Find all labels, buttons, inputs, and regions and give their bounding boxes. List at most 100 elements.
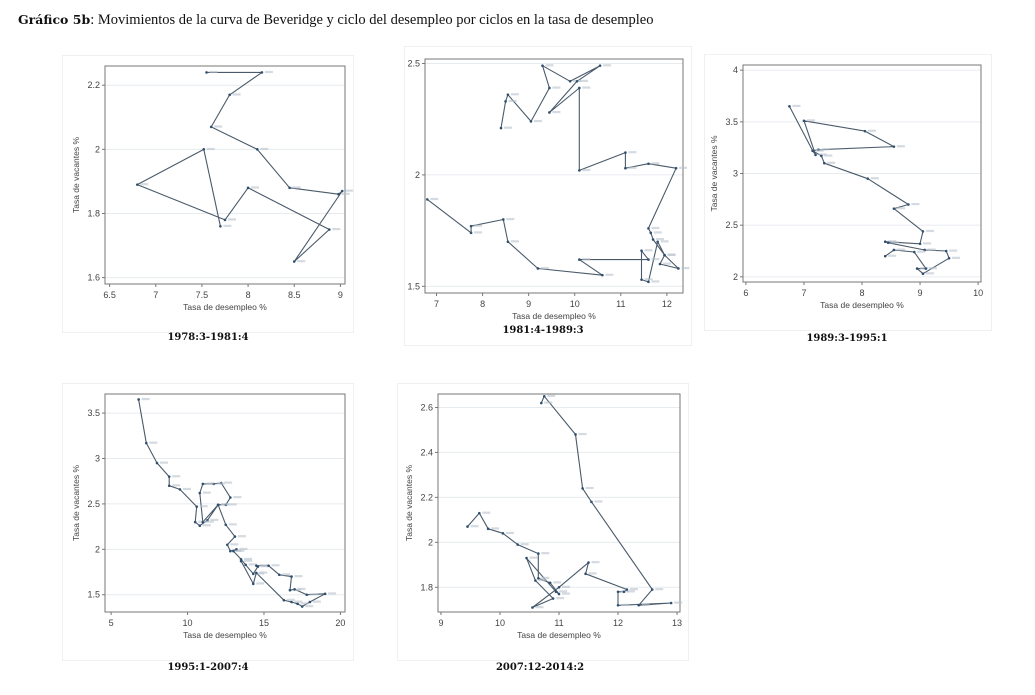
data-point (205, 71, 208, 74)
x-tick-label: 6.5 (103, 290, 116, 300)
data-point (167, 475, 171, 478)
data-point (534, 579, 537, 582)
data-point-label (210, 518, 219, 521)
data-point (647, 258, 650, 261)
y-tick-label: 1.5 (87, 590, 100, 600)
x-axis-title: Tasa de desempleo % (183, 630, 267, 640)
data-point (193, 520, 197, 524)
data-point (136, 183, 139, 186)
data-point (548, 111, 551, 114)
data-point-label (341, 192, 350, 195)
data-point-label (236, 549, 245, 552)
data-point (601, 273, 604, 277)
data-point (296, 602, 299, 606)
data-point (802, 119, 806, 123)
data-point (866, 177, 870, 180)
data-point-label (541, 552, 550, 555)
data-point-label (206, 147, 215, 151)
y-tick-label: 3 (95, 453, 100, 463)
data-point-label (656, 238, 665, 241)
data-point (239, 558, 243, 561)
data-point-label (653, 231, 662, 234)
data-point-label (628, 151, 637, 154)
x-axis-title: Tasa de desempleo % (820, 300, 904, 310)
data-point (502, 218, 505, 221)
data-point (863, 129, 867, 133)
data-point-label (644, 278, 653, 281)
y-tick-label: 2.6 (420, 402, 433, 412)
data-point (598, 64, 602, 67)
data-point-label (216, 482, 225, 485)
data-point-label (282, 573, 291, 576)
data-point-label (827, 161, 836, 164)
data-point-label (140, 183, 149, 186)
data-point (251, 582, 255, 586)
data-point-label (292, 588, 301, 591)
data-point-label (286, 598, 295, 601)
data-point (918, 242, 922, 246)
data-point (529, 120, 533, 123)
data-point-label (547, 394, 556, 397)
data-point (568, 79, 572, 83)
data-point-label (292, 186, 301, 189)
data-point-label (535, 606, 544, 609)
data-point-label (540, 266, 549, 270)
data-point (340, 189, 344, 193)
y-tick-label: 2.5 (725, 220, 738, 230)
data-point-label (920, 267, 929, 270)
y-tick-label: 2.5 (87, 499, 100, 509)
figure-number: Gráfico 5b (18, 12, 91, 27)
data-point (219, 224, 222, 228)
data-point (469, 231, 473, 235)
data-point-label (925, 229, 934, 233)
y-tick-label: 3 (733, 169, 738, 179)
data-point-label (911, 203, 920, 206)
data-point (542, 394, 546, 398)
data-point-label (544, 401, 553, 404)
scatter-line-chart: 1.8 2 2.2 2.4 2.6 9 10 11 12 13 Tasa de desempleo … (404, 393, 683, 640)
data-point (246, 186, 250, 190)
y-axis-title: Tasa de vacantes % (71, 137, 81, 214)
data-point-label (232, 93, 241, 96)
data-point (677, 267, 680, 270)
data-point-label (259, 564, 268, 567)
data-point (277, 573, 281, 577)
data-point (305, 593, 309, 597)
data-point-label (644, 249, 653, 252)
data-point (669, 601, 673, 605)
data-point (548, 86, 551, 90)
data-point-label (582, 86, 591, 89)
data-point-label (821, 148, 830, 151)
data-point (647, 227, 650, 230)
y-axis-title: Tasa de vacantes % (709, 135, 719, 212)
y-tick-label: 2.4 (420, 447, 433, 457)
scatter-line-chart: 2 2.5 3 3.5 4 6 7 8 9 10 Tasa de desempleo % Tasa d… (709, 64, 983, 310)
data-point (647, 162, 650, 166)
data-point (260, 71, 264, 74)
data-point (656, 240, 659, 244)
data-point-label (305, 605, 314, 608)
data-point-label (621, 603, 630, 606)
y-tick-label: 2 (415, 170, 420, 180)
data-point-label (917, 250, 926, 253)
y-tick-label: 4 (733, 65, 738, 75)
data-point (255, 571, 258, 575)
data-point (651, 238, 655, 241)
y-tick-label: 3.5 (87, 408, 100, 418)
data-point-label (504, 126, 513, 129)
data-point (426, 198, 429, 201)
data-point (921, 230, 925, 233)
data-point (198, 491, 202, 495)
data-point-label (205, 520, 214, 523)
data-point-label (679, 166, 688, 169)
y-tick-label: 2.2 (87, 80, 100, 90)
chart-panel-1978-1981: 1.6 1.8 2 2.2 6.5 7 7.5 8 8.5 9 Tasa de desempleo … (62, 55, 354, 333)
data-point (144, 441, 148, 445)
data-point (649, 231, 653, 235)
data-point-label (474, 231, 483, 234)
series-line (467, 395, 672, 609)
data-point (590, 500, 593, 504)
data-point (201, 482, 205, 486)
data-point (650, 588, 654, 591)
data-point-label (925, 272, 934, 275)
